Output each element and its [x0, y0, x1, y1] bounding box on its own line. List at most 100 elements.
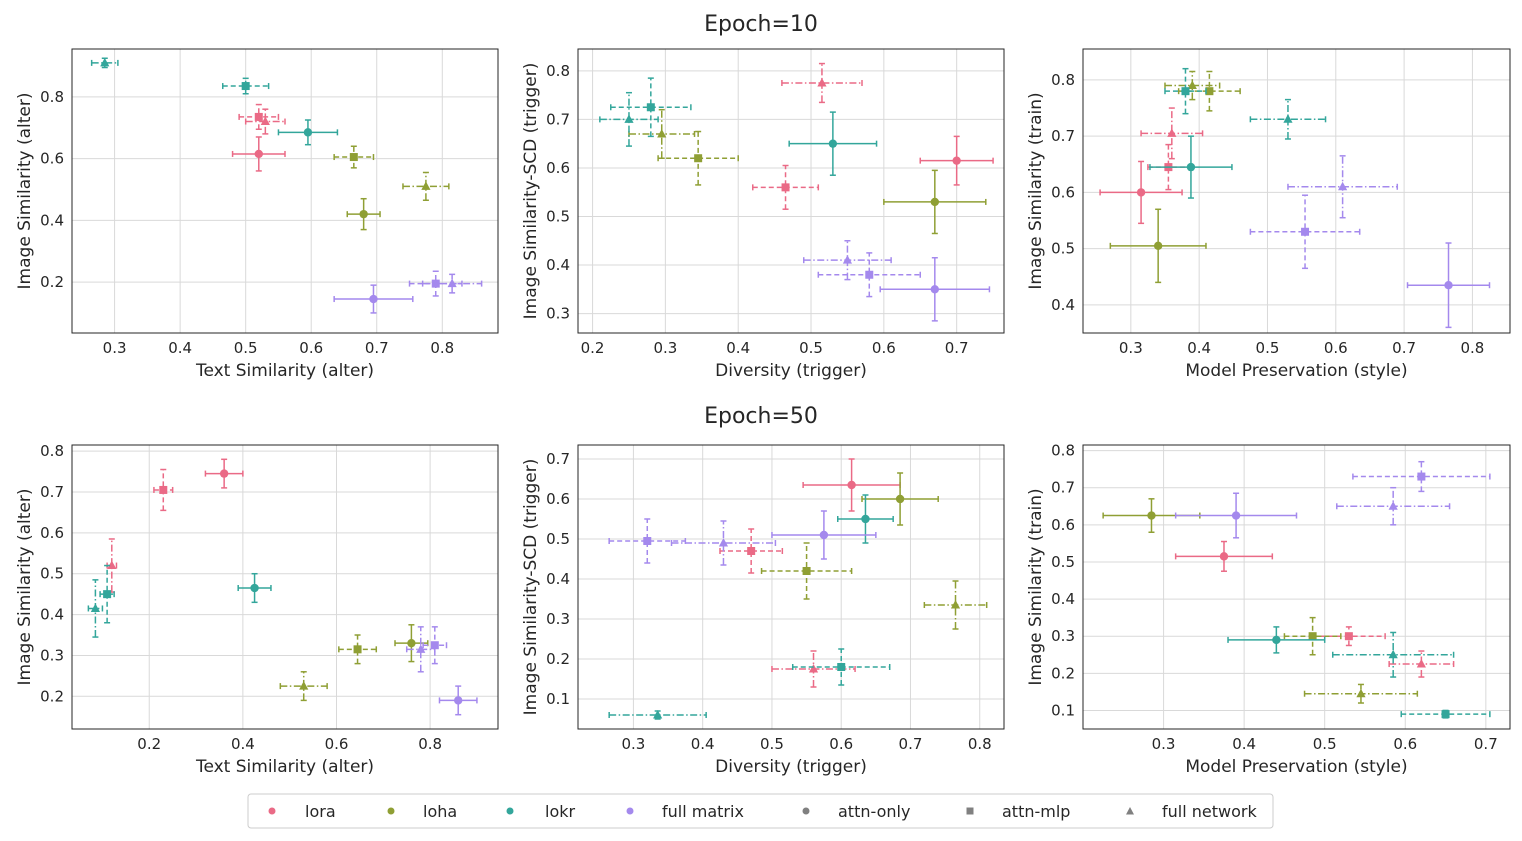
x-tick-label: 0.4	[231, 735, 255, 753]
y-axis-label: Image Similarity (train)	[1026, 92, 1046, 289]
data-point-lokr-attn-only	[1227, 626, 1326, 654]
x-tick-label: 0.4	[168, 339, 192, 357]
data-point-loha-attn-mlp	[333, 145, 375, 169]
grid	[1083, 445, 1510, 729]
chart-panel-4: 0.2 0.4 0.6 0.8 0.2 0.3 0.4 0.5 0.6 0.7 0.8 Text Si…	[15, 442, 499, 777]
marker-triangle	[1167, 128, 1177, 137]
marker-square	[1417, 472, 1426, 481]
marker-square	[802, 567, 811, 575]
y-tick-label: 0.1	[1051, 701, 1075, 719]
legend-marker-full-matrix	[626, 807, 634, 815]
data-point-lokr-attn-only	[237, 572, 272, 604]
panels: 0.3 0.4 0.5 0.6 0.7 0.8 0.2 0.4 0.6 0.8 Text Simil…	[15, 48, 1511, 777]
marker-triangle	[657, 128, 667, 138]
marker-circle	[1231, 511, 1241, 520]
legend-frame	[247, 793, 1274, 829]
data-point-lokr-full-network	[87, 579, 104, 638]
y-tick-label: 0.4	[546, 256, 570, 274]
data-point-lokr-attn-mlp	[1164, 67, 1207, 115]
marker-triangle	[1416, 659, 1426, 668]
marker-circle	[254, 149, 263, 159]
x-tick-label: 0.4	[1232, 735, 1256, 753]
y-tick-label: 0.4	[1051, 296, 1075, 314]
x-tick-label: 0.7	[1392, 339, 1416, 357]
data-point-loha-attn-mlp	[760, 542, 853, 600]
x-axis-label: Model Preservation (style)	[1185, 757, 1407, 777]
x-tick-label: 0.3	[621, 735, 645, 753]
x-tick-label: 0.3	[653, 339, 677, 357]
data-point-lokr-attn-mlp	[791, 648, 891, 686]
legend-label-full-matrix: full matrix	[662, 802, 744, 821]
data-point-full-full-network	[802, 240, 892, 281]
data-point-lokr-full-network	[599, 91, 659, 147]
y-axis-label: Image Similarity-SCD (trigger)	[521, 63, 541, 320]
marker-square	[349, 153, 358, 162]
y-tick-label: 0.4	[40, 606, 64, 624]
legend-marker-attn-mlp	[966, 807, 974, 815]
x-tick-label: 0.6	[325, 735, 349, 753]
y-tick-label: 0.8	[1051, 71, 1075, 89]
y-axis-label: Image Similarity (alter)	[15, 489, 35, 686]
data-point-full-attn-mlp	[1249, 194, 1361, 270]
marker-circle	[930, 197, 940, 207]
x-tick-label: 0.6	[1324, 339, 1348, 357]
plot-frame	[71, 48, 499, 334]
y-tick-label: 0.8	[40, 88, 64, 106]
data-points	[1102, 460, 1491, 719]
data-point-lokr-attn-mlp	[1400, 709, 1491, 719]
marker-triangle	[447, 278, 457, 288]
marker-triangle	[808, 664, 819, 673]
y-tick-label: 0.5	[546, 207, 570, 225]
marker-square	[643, 537, 652, 545]
data-point-lora-attn-mlp	[153, 468, 174, 512]
y-tick-label: 0.2	[546, 650, 570, 668]
data-point-loha-attn-only	[883, 169, 987, 235]
y-axis-label: Image Similarity (train)	[1026, 488, 1046, 685]
data-point-lokr-full-network	[1249, 98, 1327, 140]
data-points	[1099, 67, 1491, 329]
marker-triangle	[1388, 501, 1398, 510]
data-point-loha-attn-only	[394, 624, 429, 663]
y-tick-label: 0.4	[546, 570, 570, 588]
y-tick-label: 0.8	[1051, 442, 1075, 460]
marker-circle	[359, 209, 368, 219]
data-point-full-attn-mlp	[1352, 460, 1491, 493]
data-point-lokr-attn-mlp	[221, 77, 270, 95]
data-point-loha-full-network	[628, 108, 696, 159]
legend-entry-attn-mlp: attn-mlp	[966, 802, 1070, 821]
marker-square	[103, 590, 112, 599]
x-tick-label: 0.4	[691, 735, 715, 753]
data-points	[608, 458, 988, 720]
x-tick-label: 0.5	[799, 339, 823, 357]
x-tick-label: 0.3	[103, 339, 127, 357]
y-tick-label: 0.3	[1051, 627, 1075, 645]
marker-circle	[1444, 280, 1453, 290]
data-point-lokr-attn-mlp	[610, 77, 692, 138]
marker-square	[159, 485, 168, 494]
marker-square	[781, 183, 790, 192]
y-tick-label: 0.2	[1051, 664, 1075, 682]
legend-entry-loha: loha	[387, 802, 457, 821]
marker-triangle	[1338, 181, 1348, 191]
data-point-full-full-network	[421, 273, 483, 294]
chart-panel-5: 0.3 0.4 0.5 0.6 0.7 0.8 0.1 0.2 0.3 0.4 0.5 0.6 0.7 D…	[521, 444, 1005, 777]
legend-marker-lora	[268, 807, 276, 815]
y-tick-label: 0.8	[40, 442, 64, 460]
marker-triangle	[421, 181, 431, 190]
data-point-full-full-network	[1287, 155, 1399, 219]
data-point-full-full-network	[670, 520, 777, 566]
legend-entry-full-matrix: full matrix	[626, 802, 744, 821]
x-axis-label: Model Preservation (style)	[1185, 361, 1407, 381]
marker-circle	[1147, 511, 1156, 520]
x-tick-label: 0.7	[899, 735, 923, 753]
marker-circle	[847, 480, 856, 490]
marker-square	[646, 103, 655, 112]
x-tick-label: 0.7	[365, 339, 389, 357]
y-tick-label: 0.6	[546, 490, 570, 508]
data-point-lokr-full-network	[90, 57, 119, 69]
marker-triangle	[100, 57, 110, 67]
chart-panel-6: 0.3 0.4 0.5 0.6 0.7 0.1 0.2 0.3 0.4 0.5 0.6 0.7 0.8 M…	[1026, 442, 1511, 777]
plot-frame	[71, 444, 499, 730]
